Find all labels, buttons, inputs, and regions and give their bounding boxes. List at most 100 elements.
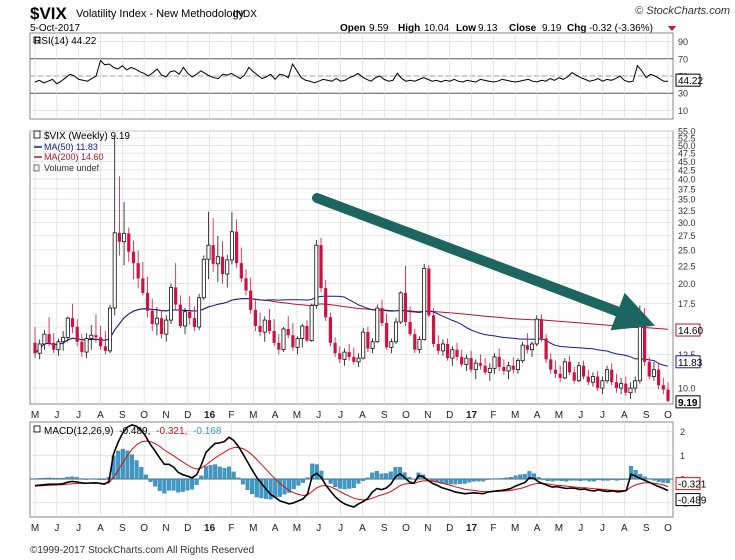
candle-body — [483, 365, 487, 373]
macd-histogram-bar — [51, 477, 56, 480]
macd-histogram-bar — [93, 478, 98, 480]
candle — [333, 337, 337, 357]
candle-body — [657, 369, 661, 386]
macd-histogram-bar — [162, 478, 167, 494]
candle-body — [154, 317, 159, 325]
macd-histogram-bar — [633, 470, 638, 480]
candle — [122, 202, 127, 266]
candle — [183, 308, 188, 335]
macd-x-tick-label: D — [446, 523, 453, 534]
candle — [229, 212, 234, 265]
price-x-tick-label: A — [359, 410, 366, 421]
price-axis: 55.052.550.047.545.042.540.037.535.032.5… — [675, 127, 703, 409]
candle — [215, 236, 220, 283]
candle — [160, 310, 164, 339]
candle-body — [549, 359, 553, 370]
candle — [422, 263, 427, 341]
price-tick-label: 27.5 — [678, 231, 696, 241]
candle-body — [567, 361, 572, 373]
candle — [347, 343, 351, 361]
macd-histogram-bar — [458, 478, 463, 484]
rsi-tick-label: 30 — [678, 89, 688, 99]
price-x-tick-label: N — [162, 410, 169, 421]
macd-x-tick-label: S — [119, 523, 126, 534]
candle-body — [366, 332, 370, 349]
macd-histogram-bar — [88, 478, 93, 480]
ma50-line — [34, 295, 669, 367]
candle-body — [94, 335, 98, 338]
candle-body — [75, 326, 79, 342]
candle-body — [258, 325, 262, 333]
candle-body — [183, 311, 188, 327]
candle — [112, 135, 117, 316]
price-tick-label: 40.0 — [678, 175, 696, 185]
candle — [94, 314, 98, 343]
candle — [253, 300, 257, 332]
macd-histogram-bar — [490, 478, 495, 480]
macd-histogram-bar — [296, 478, 301, 486]
macd-histogram-bar — [610, 478, 615, 480]
macd-x-tick-label: M — [31, 523, 39, 534]
rsi-tick-label: 10 — [678, 106, 688, 116]
price-x-tick-label: A — [272, 410, 279, 421]
candle-body — [244, 278, 248, 291]
macd-histogram-bar — [125, 450, 130, 480]
candle — [511, 356, 515, 374]
candle — [211, 217, 215, 272]
price-x-tick-label: J — [578, 410, 583, 421]
price-x-tick-label: J — [316, 410, 321, 421]
candle-body — [642, 317, 647, 362]
candle-body — [506, 365, 511, 372]
candle — [258, 312, 262, 337]
macd-histogram-bar — [74, 477, 79, 480]
price-x-tick-label: M — [511, 410, 519, 421]
macd-histogram-bar — [139, 467, 144, 480]
price-x-tick-label: A — [621, 410, 628, 421]
price-x-tick-label: S — [381, 410, 388, 421]
close-label: Close — [509, 23, 537, 34]
candle-body — [427, 268, 431, 316]
candle-body — [394, 321, 399, 343]
candle — [628, 382, 633, 400]
price-tick-label: 52.5 — [678, 134, 696, 144]
candle-body — [160, 318, 164, 335]
price-tick-label: 37.5 — [678, 184, 696, 194]
macd-x-tick-label: A — [534, 523, 541, 534]
rsi-series — [34, 59, 668, 85]
macd-histogram-bar — [305, 477, 310, 480]
high-label: High — [398, 23, 420, 34]
price-tick-label: 10.0 — [678, 384, 696, 394]
macd-histogram-bar — [79, 478, 84, 480]
candle — [492, 353, 497, 374]
price-x-tick-label: D — [184, 410, 191, 421]
macd-histogram-bar — [513, 475, 518, 480]
ma50-polyline — [34, 295, 669, 367]
candle — [328, 312, 332, 347]
candle-body — [413, 334, 417, 350]
down-arrow-icon — [668, 26, 676, 31]
candle-body — [389, 341, 394, 348]
price-tick-label: 47.5 — [678, 149, 696, 159]
price-tick-label: 25.0 — [678, 245, 696, 255]
candle — [108, 304, 113, 354]
macd-histogram-bar — [268, 478, 273, 500]
macd-histogram-bar — [666, 478, 670, 484]
price-tick-label: 42.5 — [678, 165, 696, 175]
ma200-last-value-box — [675, 323, 701, 337]
macd-histogram-bar — [69, 476, 74, 480]
macd-histogram-bar — [467, 478, 472, 483]
price-legend-icon — [33, 130, 41, 139]
candle-body — [460, 356, 464, 365]
candle-body — [624, 383, 628, 393]
macd-histogram-bar — [259, 478, 264, 499]
macd-histogram-bar — [393, 467, 398, 480]
candle — [440, 339, 445, 356]
price-tick-label: 55.0 — [678, 127, 696, 137]
candle-body — [168, 286, 173, 321]
candle — [225, 254, 230, 288]
price-tick-label: 17.5 — [678, 299, 696, 309]
candle — [300, 323, 305, 348]
candle — [295, 336, 300, 355]
macd-histogram-bar — [291, 478, 296, 490]
candle — [168, 283, 173, 324]
